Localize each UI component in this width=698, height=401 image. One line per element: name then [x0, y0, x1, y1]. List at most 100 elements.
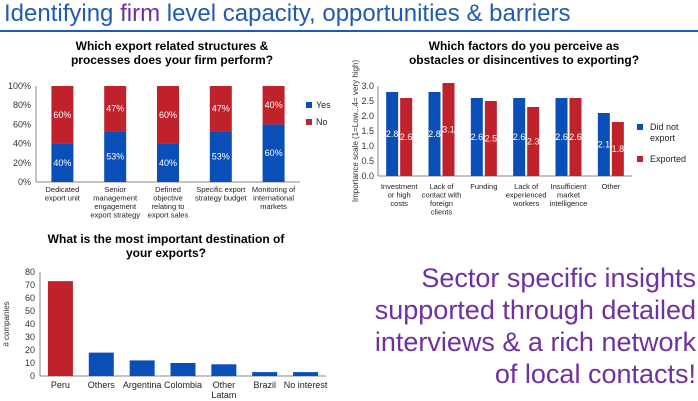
- obstacles-chart: Which factors do you perceive asobstacle…: [352, 39, 686, 217]
- bar-no: [262, 86, 285, 125]
- x-tick-label: markets: [260, 202, 287, 211]
- y-tick-label: 100%: [8, 81, 31, 91]
- y-tick-label: 30: [25, 332, 35, 342]
- x-tick-label: workers: [512, 199, 540, 208]
- x-tick-label: Insufficient: [551, 182, 588, 191]
- structures-chart: Which export related structures &process…: [8, 39, 331, 220]
- bar-exported: [569, 98, 582, 176]
- x-tick-label: Investment: [381, 182, 419, 191]
- slide-title: Identifying firm level capacity, opportu…: [4, 0, 570, 28]
- legend-label: Yes: [316, 100, 331, 110]
- x-tick-label: Senior: [104, 185, 126, 194]
- y-tick-label: 3.0: [361, 81, 374, 91]
- insight-line: interviews & a rich network: [374, 327, 696, 357]
- y-axis-title: # companies: [2, 301, 11, 346]
- data-label: 40%: [159, 158, 177, 168]
- x-tick-label: Other: [213, 380, 236, 390]
- data-label: 47%: [212, 104, 230, 114]
- bar-yes: [262, 124, 285, 182]
- bar-did-not-export: [386, 92, 399, 176]
- x-tick-label: No interest: [284, 380, 328, 390]
- x-tick-label: export sales: [148, 211, 189, 220]
- bar: [88, 352, 114, 376]
- bar: [170, 363, 196, 376]
- y-tick-label: 40%: [13, 139, 31, 149]
- y-tick-label: 40: [25, 319, 35, 329]
- bar-did-not-export: [555, 98, 568, 176]
- insight-text: Sector specific insights supported throu…: [368, 262, 696, 390]
- y-tick-label: 80%: [13, 100, 31, 110]
- y-tick-label: 20: [25, 345, 35, 355]
- y-axis-title: Importance scale (1=Low...4= very high): [352, 60, 360, 203]
- x-tick-label: or high: [388, 191, 411, 200]
- data-label: 3.1: [442, 125, 455, 135]
- title-rule: [0, 30, 698, 32]
- legend-label: export: [650, 133, 676, 143]
- x-tick-label: costs: [390, 199, 408, 208]
- data-label: 40%: [53, 158, 71, 168]
- data-label: 2.6: [400, 132, 413, 142]
- bar: [211, 364, 237, 376]
- data-label: 60%: [159, 110, 177, 120]
- y-tick-label: 0.5: [361, 156, 374, 166]
- bar-yes: [51, 143, 74, 182]
- x-tick-label: Monitoring of: [252, 185, 296, 194]
- y-tick-label: 60%: [13, 119, 31, 129]
- x-tick-label: Funding: [470, 182, 497, 191]
- data-label: 2.6: [471, 132, 484, 142]
- bar-yes: [157, 143, 179, 182]
- x-tick-label: Dedicated: [46, 185, 80, 194]
- bar-did-not-export: [513, 98, 526, 176]
- bar-exported: [484, 101, 497, 176]
- x-tick-label: Others: [88, 380, 116, 390]
- y-tick-label: 10: [25, 358, 35, 368]
- insight-line: supported through detailed: [374, 295, 696, 325]
- chart-title: What is the most important destination o…: [48, 232, 286, 246]
- x-tick-label: clients: [431, 208, 453, 217]
- insight-line: of local contacts!: [494, 359, 696, 389]
- bar-did-not-export: [428, 92, 441, 176]
- bar-exported: [611, 122, 624, 176]
- bar: [47, 281, 73, 376]
- legend-swatch: [306, 102, 312, 108]
- legend-swatch: [637, 156, 643, 162]
- bar-no: [157, 86, 179, 144]
- x-tick-label: relating to: [152, 202, 185, 211]
- x-tick-label: export unit: [45, 194, 81, 203]
- x-tick-label: international: [253, 194, 294, 203]
- y-tick-label: 2.0: [361, 111, 374, 121]
- bar-exported: [527, 107, 540, 176]
- data-label: 2.8: [386, 129, 399, 139]
- chart-title: Which export related structures &: [76, 39, 269, 53]
- bar-did-not-export: [470, 98, 483, 176]
- y-tick-label: 0: [30, 371, 35, 381]
- x-tick-label: contact with: [422, 191, 462, 200]
- y-tick-label: 0%: [18, 177, 31, 187]
- bar-exported: [442, 83, 455, 176]
- data-label: 60%: [53, 110, 71, 120]
- data-label: 2.5: [485, 134, 498, 144]
- x-tick-label: Peru: [51, 380, 70, 390]
- bar-no: [104, 86, 127, 132]
- bar-yes: [209, 131, 232, 182]
- x-tick-label: Argentina: [123, 380, 162, 390]
- chart-title: Which factors do you perceive as: [429, 39, 620, 53]
- data-label: 53%: [212, 152, 230, 162]
- y-tick-label: 80: [25, 267, 35, 277]
- data-label: 2.6: [513, 132, 526, 142]
- data-label: 2.8: [428, 129, 441, 139]
- x-tick-label: intelligence: [550, 199, 588, 208]
- bar: [293, 372, 319, 376]
- legend-swatch: [306, 119, 312, 125]
- data-label: 53%: [106, 152, 124, 162]
- y-tick-label: 2.5: [361, 96, 374, 106]
- x-tick-label: Other: [601, 182, 620, 191]
- data-label: 2.6: [555, 132, 568, 142]
- bar-yes: [104, 131, 127, 182]
- legend-label: No: [316, 117, 328, 127]
- y-tick-label: 1.0: [361, 141, 374, 151]
- x-tick-label: Specific export: [196, 185, 246, 194]
- x-tick-label: Colombia: [164, 380, 202, 390]
- x-tick-label: Brazil: [253, 380, 276, 390]
- bar-no: [209, 86, 232, 132]
